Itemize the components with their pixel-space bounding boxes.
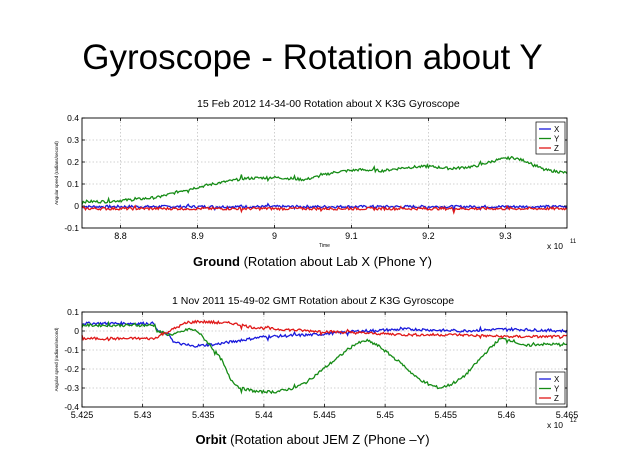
caption-ground: Ground (Rotation about Lab X (Phone Y) [0, 254, 625, 269]
x-tick-label: 9.3 [499, 231, 512, 241]
x-exponent: 11 [570, 239, 577, 245]
chart-orbit: 5.425 5.43 5.435 5.44 5.445 5.45 5.455 5.46 5.46… [54, 307, 578, 430]
y-tick-label: -0.1 [64, 345, 79, 355]
y-tick-label: 0.2 [67, 157, 79, 167]
x-multiplier: x 10 [547, 420, 563, 430]
x-tick-label: 5.425 [71, 410, 94, 420]
plot-area [82, 118, 567, 228]
x-tick-label: 5.435 [192, 410, 215, 420]
series-line-z [81, 319, 568, 342]
y-tick-label: -0.2 [64, 364, 79, 374]
slide-title: Gyroscope - Rotation about Y [82, 38, 543, 77]
x-tick-label: 5.44 [255, 410, 273, 420]
caption-ground-text: (Rotation about Lab X (Phone Y) [239, 254, 432, 269]
y-tick-label: -0.1 [64, 223, 79, 233]
x-exponent: 12 [570, 418, 577, 424]
caption-orbit: Orbit (Rotation about JEM Z (Phone –Y) [0, 432, 625, 447]
legend-label-x: X [554, 375, 560, 384]
legend-label-y: Y [554, 385, 560, 394]
x-tick-label: 5.455 [434, 410, 457, 420]
x-multiplier: x 10 [547, 241, 563, 251]
y-tick-label: -0.4 [64, 402, 79, 412]
y-tick-label: 0 [74, 326, 79, 336]
series-line-y [81, 320, 568, 395]
chart-title-orbit: 1 Nov 2011 15-49-02 GMT Rotation about Z… [172, 295, 455, 307]
x-tick-label: 5.445 [313, 410, 336, 420]
x-tick-label: 5.45 [376, 410, 394, 420]
caption-orbit-text: (Rotation about JEM Z (Phone –Y) [226, 432, 430, 447]
x-tick-label: 5.465 [556, 410, 579, 420]
x-tick-label: 8.9 [191, 231, 204, 241]
y-tick-label: 0.3 [67, 135, 79, 145]
y-tick-label: 0.4 [67, 113, 79, 123]
series-line-x [81, 202, 568, 211]
axes-frame [81, 117, 568, 229]
x-tick-label: 9.1 [345, 231, 358, 241]
caption-orbit-bold: Orbit [195, 432, 227, 447]
legend: XYZ [535, 371, 566, 405]
chart-title-ground: 15 Feb 2012 14-34-00 Rotation about X K3… [197, 98, 460, 110]
x-tick-label: 5.43 [134, 410, 152, 420]
x-tick-label: 9.2 [422, 231, 435, 241]
series-line-z [81, 204, 568, 215]
y-axis-label: Angular speed (radians/second) [54, 141, 59, 205]
y-tick-label: 0.1 [67, 307, 79, 317]
x-tick-label: 9 [272, 231, 277, 241]
legend: XYZ [535, 121, 566, 155]
caption-ground-bold: Ground [193, 254, 240, 269]
y-tick-label: 0 [74, 201, 79, 211]
legend-label-z: Z [554, 144, 559, 153]
x-tick-label: 5.46 [498, 410, 516, 420]
legend-label-x: X [554, 125, 560, 134]
legend-label-z: Z [554, 394, 559, 403]
y-tick-label: -0.3 [64, 383, 79, 393]
series-line-y [81, 155, 568, 205]
y-axis-label: Angular speed (radians/second) [54, 327, 59, 391]
legend-label-y: Y [554, 135, 560, 144]
y-tick-label: 0.1 [67, 179, 79, 189]
x-tick-label: 8.8 [114, 231, 127, 241]
chart-ground: 8.8 8.9 9 9.1 9.2 9.3 -0.1 0 0.1 0.2 0.3 0.4 Time Ang… [54, 113, 577, 251]
x-axis-label: Time [319, 243, 330, 249]
plot-area [82, 312, 567, 407]
